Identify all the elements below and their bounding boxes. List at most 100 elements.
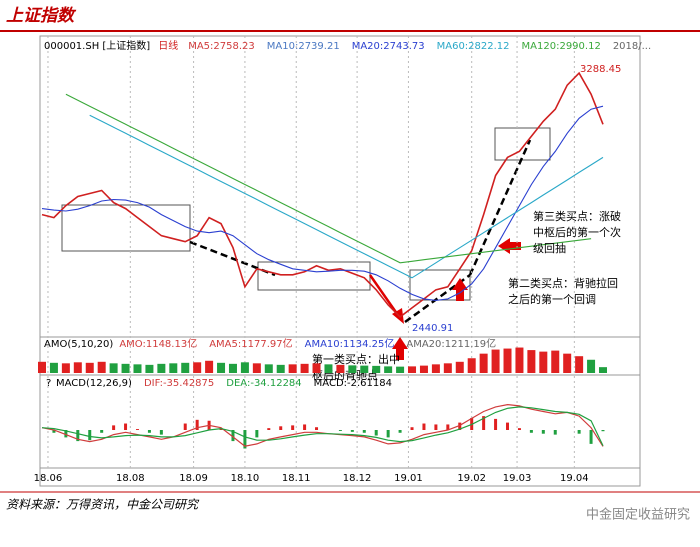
annotation-shapes bbox=[61, 127, 551, 360]
x-tick-label: 18.08 bbox=[116, 473, 145, 484]
legend-entry: AMA5:1177.97亿 bbox=[209, 337, 292, 350]
pivot-box bbox=[494, 127, 551, 161]
volume-bar bbox=[169, 363, 178, 373]
volume-bar bbox=[527, 350, 536, 373]
macd-bar bbox=[135, 429, 139, 430]
source: 资料来源：万得资讯，中金公司研究 bbox=[6, 498, 200, 512]
legend-entry: MA10:2739.21 bbox=[267, 41, 340, 52]
volume-bar bbox=[228, 363, 237, 373]
pivot-box bbox=[61, 204, 191, 252]
panel-marker: ? bbox=[46, 378, 51, 389]
volume-bar bbox=[443, 363, 452, 373]
volume-bar bbox=[240, 362, 249, 373]
volume-bar bbox=[396, 366, 405, 373]
volume-bar bbox=[312, 363, 321, 373]
macd-bar bbox=[362, 430, 366, 433]
macd-bar bbox=[601, 430, 605, 432]
annotation: 第一类买点：出中 bbox=[312, 352, 400, 366]
volume-bar bbox=[133, 364, 142, 373]
volume-bar bbox=[563, 353, 572, 373]
macd-bar bbox=[279, 426, 283, 430]
macd-bar bbox=[88, 430, 92, 441]
chart-frame bbox=[39, 35, 641, 487]
legend-entry: MACD:-2.61184 bbox=[314, 378, 392, 389]
macd-bar bbox=[315, 427, 319, 430]
macd-bar bbox=[482, 416, 486, 430]
series-line bbox=[65, 93, 592, 264]
volume-bar bbox=[145, 364, 154, 373]
annotation: 中枢后的第一个次 bbox=[533, 225, 621, 239]
volume-bar bbox=[455, 361, 464, 373]
volume-bar bbox=[181, 362, 190, 373]
trend-line bbox=[189, 240, 276, 277]
arrow-head bbox=[392, 308, 404, 324]
legend-entry: MA5:2758.23 bbox=[188, 41, 255, 52]
volume-bar bbox=[157, 363, 166, 373]
legend-entry: DEA:-34.12284 bbox=[226, 378, 301, 389]
macd-bar bbox=[553, 430, 557, 435]
volume-bar bbox=[276, 364, 285, 373]
legend-entry: MA60:2822.12 bbox=[437, 41, 510, 52]
x-tick-label: 19.02 bbox=[457, 473, 486, 484]
x-tick-label: 19.01 bbox=[394, 473, 423, 484]
macd-bar bbox=[124, 423, 128, 430]
volume-bar bbox=[431, 364, 440, 373]
panel-title: AMO(5,10,20) bbox=[44, 339, 113, 350]
page-title: 上证指数 bbox=[6, 6, 77, 26]
series-line bbox=[41, 403, 604, 447]
volume-bar bbox=[491, 349, 500, 373]
volume-bar bbox=[575, 356, 584, 373]
legend-entry: MA120:2990.12 bbox=[522, 41, 601, 52]
panel-title: MACD(12,26,9) bbox=[56, 378, 132, 389]
annotation: 第二类买点：背驰拉回 bbox=[508, 276, 618, 290]
volume-bar bbox=[587, 359, 596, 373]
macd-bar bbox=[52, 430, 56, 433]
macd-bar bbox=[398, 430, 402, 433]
volume-bar bbox=[61, 363, 70, 373]
volume-bar bbox=[264, 364, 273, 373]
x-tick-label: 18.11 bbox=[282, 473, 311, 484]
volume-bar bbox=[539, 351, 548, 373]
macd-bar bbox=[338, 430, 342, 431]
volume-bar bbox=[467, 358, 476, 373]
macd-bar bbox=[303, 424, 307, 430]
macd-bar bbox=[147, 430, 151, 433]
volume-bar bbox=[503, 348, 512, 373]
volume-bar bbox=[49, 362, 58, 373]
macd-bar bbox=[517, 428, 521, 430]
macd-bar bbox=[159, 430, 163, 435]
volume-bar bbox=[73, 362, 82, 373]
volume-bar bbox=[384, 366, 393, 373]
legend-entry: AMA20:1211.19亿 bbox=[406, 337, 496, 350]
macd-bar bbox=[374, 430, 378, 436]
volume-bar bbox=[408, 366, 417, 373]
x-tick-label: 19.04 bbox=[560, 473, 589, 484]
legend-entry: 2018/... bbox=[613, 41, 651, 52]
volume-bar bbox=[324, 364, 333, 373]
series-line bbox=[41, 71, 604, 318]
volume-bar bbox=[85, 362, 94, 373]
series-line bbox=[89, 114, 604, 279]
macd-bar bbox=[589, 430, 593, 444]
annotation: 第三类买点：涨破 bbox=[533, 209, 621, 223]
volume-bar bbox=[288, 364, 297, 373]
macd-bar bbox=[291, 425, 295, 430]
macd-bar bbox=[529, 430, 533, 433]
legend-entry: MA20:2743.73 bbox=[352, 41, 425, 52]
macd-bar bbox=[410, 427, 414, 430]
macd-bar bbox=[386, 430, 390, 438]
legend-entry: AMO:1148.13亿 bbox=[119, 337, 197, 350]
macd-bar bbox=[494, 418, 498, 430]
volume-bar bbox=[252, 363, 261, 373]
macd-bar bbox=[76, 430, 80, 442]
macd-bar bbox=[541, 430, 545, 434]
volume-bar bbox=[217, 362, 226, 373]
volume-bar bbox=[97, 361, 106, 373]
volume-bar bbox=[193, 362, 202, 373]
volume-bar bbox=[300, 363, 309, 373]
volume-bar bbox=[348, 365, 357, 373]
panel-title: 000001.SH [上证指数] bbox=[44, 39, 150, 52]
high-label: 3288.45 bbox=[580, 64, 621, 75]
volume-bar bbox=[205, 360, 214, 373]
